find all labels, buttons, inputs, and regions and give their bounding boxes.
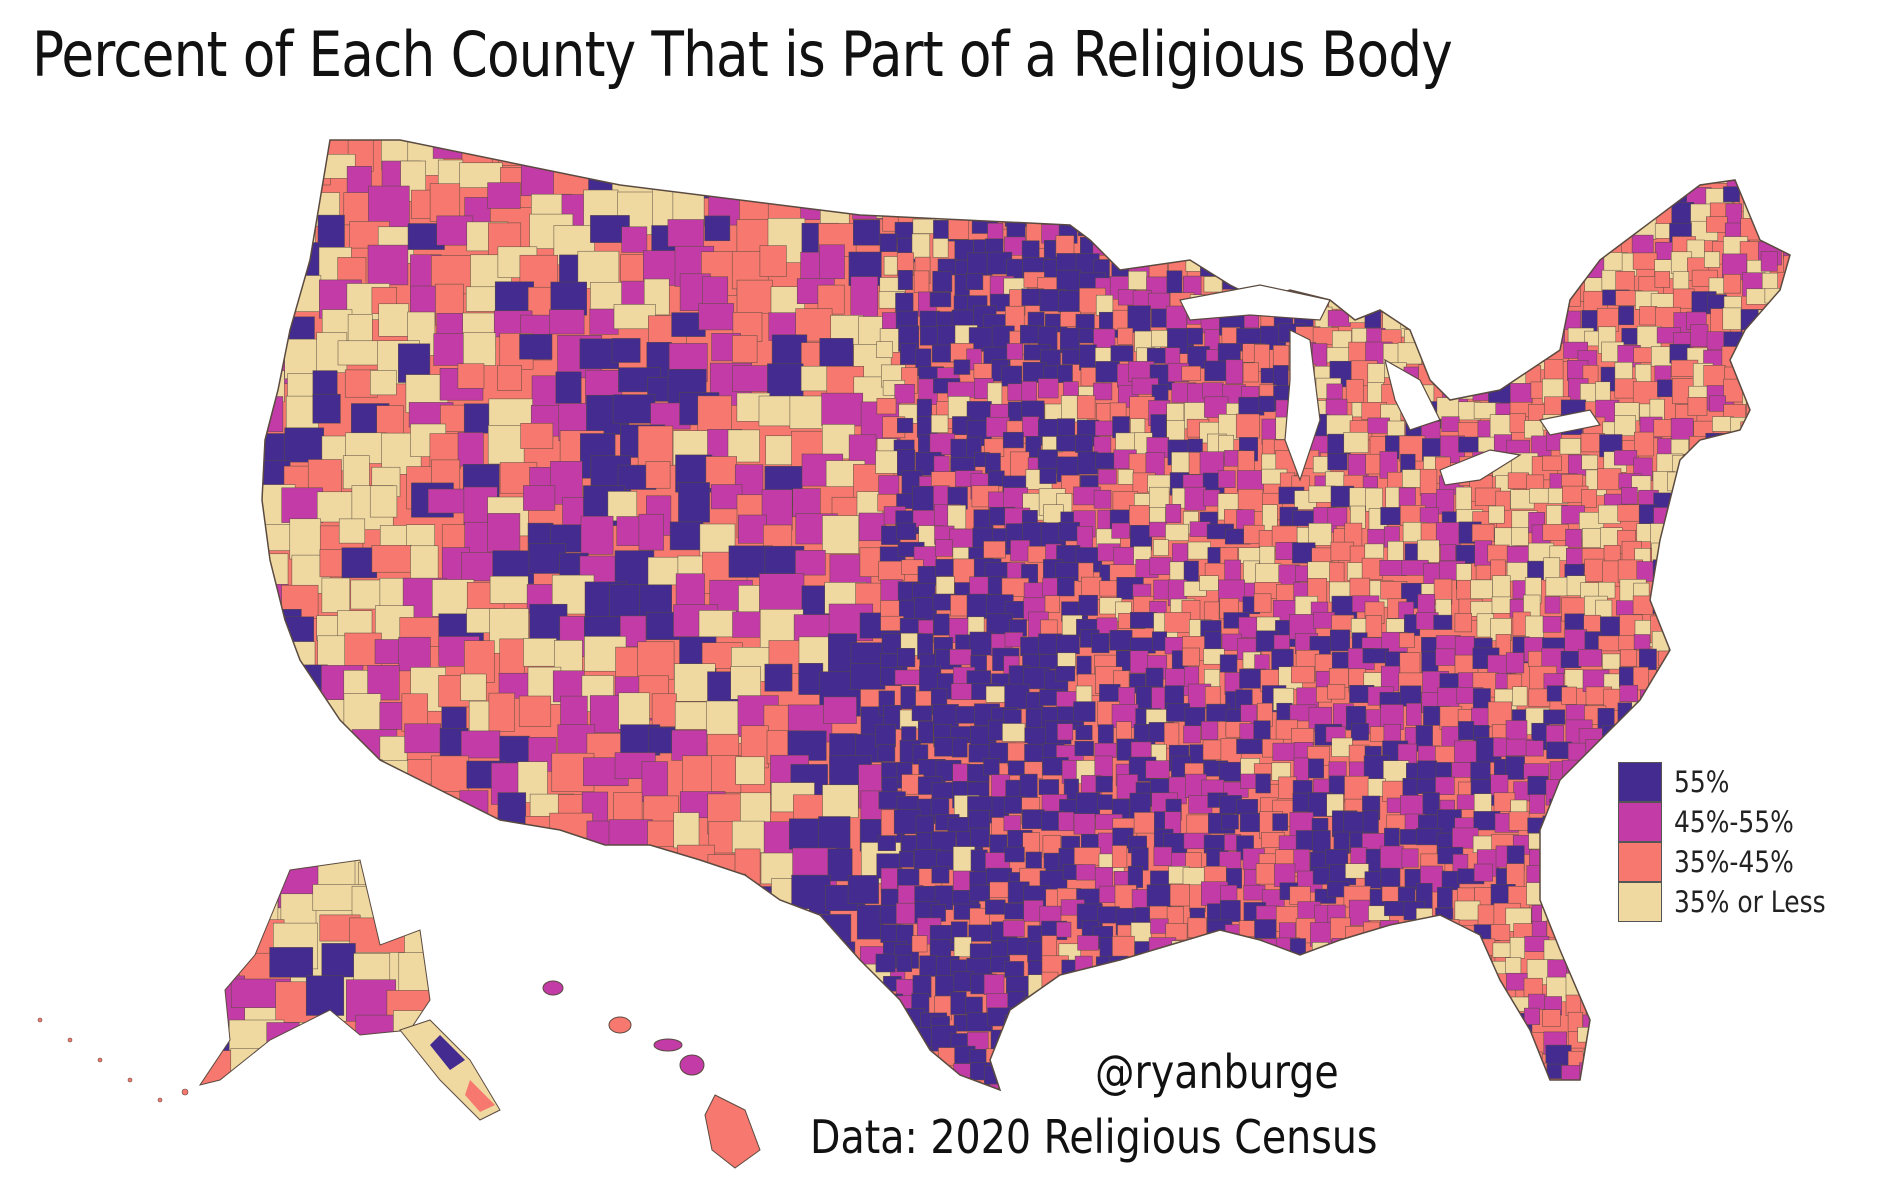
legend-item: 35% or Less	[1618, 882, 1850, 922]
data-source: Data: 2020 Religious Census	[810, 1110, 1378, 1164]
author-credit: @ryanburge	[1095, 1045, 1339, 1099]
legend: 55% 45%-55% 35%-45% 35% or Less	[1618, 762, 1850, 922]
legend-label: 45%-55%	[1674, 805, 1794, 839]
legend-swatch	[1618, 842, 1662, 882]
legend-label: 55%	[1674, 765, 1730, 799]
legend-swatch	[1618, 882, 1662, 922]
legend-item: 55%	[1618, 762, 1850, 802]
legend-label: 35%-45%	[1674, 845, 1794, 879]
contiguous-us-counties	[262, 140, 1790, 1090]
legend-swatch	[1618, 802, 1662, 842]
legend-item: 45%-55%	[1618, 802, 1850, 842]
legend-swatch	[1618, 762, 1662, 802]
alaska-counties	[200, 860, 430, 1085]
legend-item: 35%-45%	[1618, 842, 1850, 882]
aleutian-islands	[37, 1017, 189, 1103]
legend-label: 35% or Less	[1674, 885, 1826, 919]
map-title: Percent of Each County That is Part of a…	[32, 18, 1453, 91]
great-lakes	[1179, 284, 1601, 486]
hawaii-islands	[542, 980, 761, 1169]
